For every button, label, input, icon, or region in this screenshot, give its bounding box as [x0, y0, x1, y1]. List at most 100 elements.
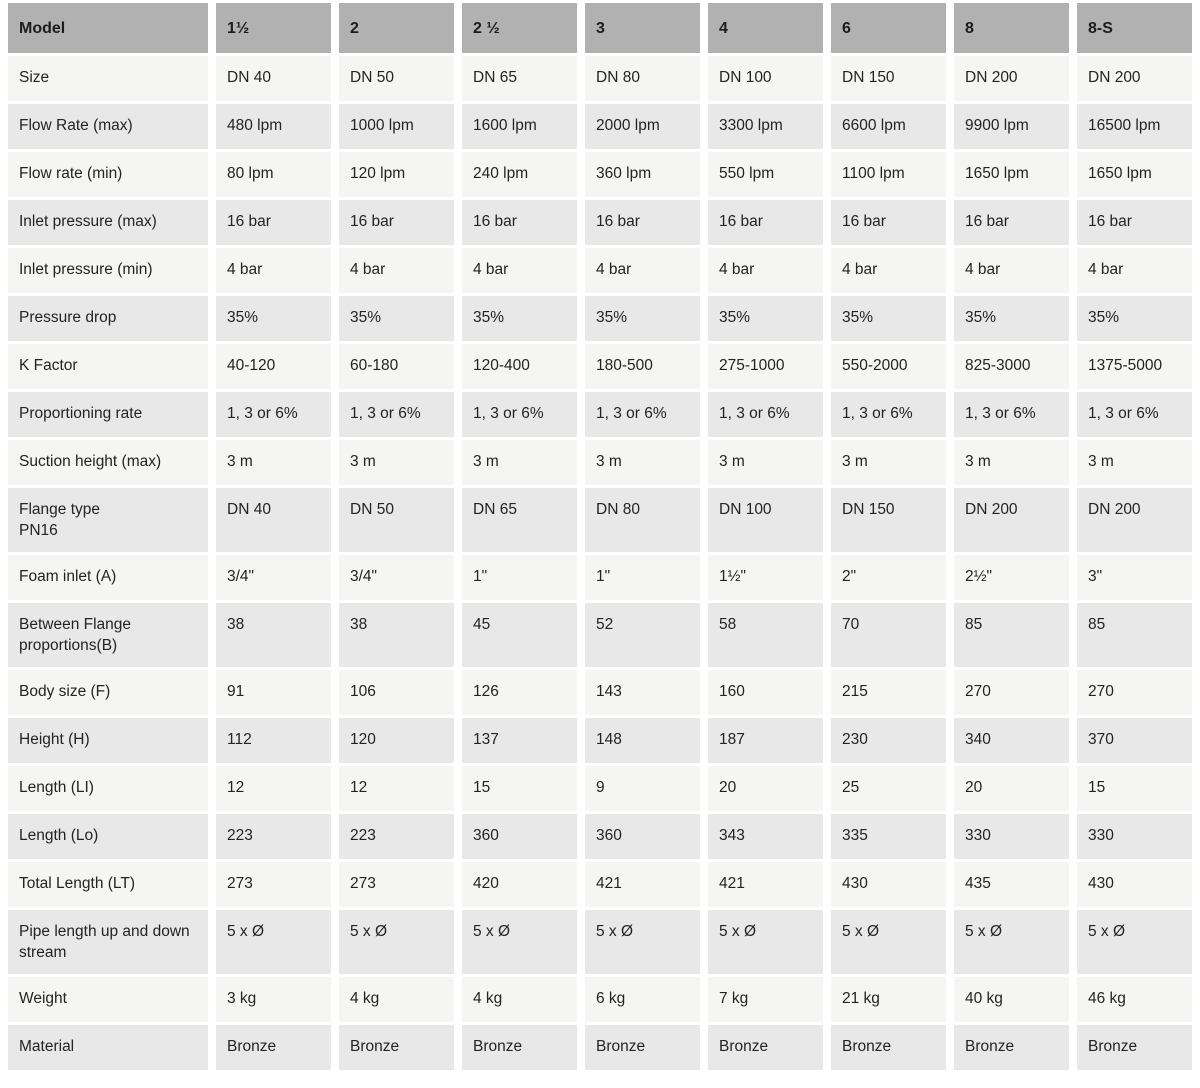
cell: Bronze — [954, 1025, 1069, 1070]
column-header: 3 — [585, 3, 700, 53]
cell: 40 kg — [954, 977, 1069, 1022]
column-header: 1½ — [216, 3, 331, 53]
cell: DN 40 — [216, 488, 331, 552]
cell: 5 x Ø — [585, 910, 700, 974]
cell: 52 — [585, 603, 700, 667]
cell: 4 kg — [462, 977, 577, 1022]
cell: 1, 3 or 6% — [585, 392, 700, 437]
cell: 9 — [585, 766, 700, 811]
cell: 5 x Ø — [954, 910, 1069, 974]
cell: 4 bar — [1077, 248, 1192, 293]
cell: 3 m — [708, 440, 823, 485]
cell: 187 — [708, 718, 823, 763]
cell: 421 — [708, 862, 823, 907]
cell: 16 bar — [462, 200, 577, 245]
cell: 5 x Ø — [708, 910, 823, 974]
cell: 6 kg — [585, 977, 700, 1022]
cell: 16 bar — [708, 200, 823, 245]
cell: 3 m — [831, 440, 946, 485]
cell: 1, 3 or 6% — [462, 392, 577, 437]
table-row: Foam inlet (A) 3/4" 3/4" 1" 1" 1½" 2" 2½" 3" — [8, 555, 1192, 600]
cell: 25 — [831, 766, 946, 811]
cell: 120 lpm — [339, 152, 454, 197]
table-row: K Factor 40-120 60-180 120-400 180-500 275-10… — [8, 344, 1192, 389]
cell: 273 — [216, 862, 331, 907]
table-row: Between Flange proportions(B) 38 38 45 52 58 7… — [8, 603, 1192, 667]
cell: 3 kg — [216, 977, 331, 1022]
cell: 16 bar — [585, 200, 700, 245]
table-row: Body size (F) 91 106 126 143 160 215 270 270 — [8, 670, 1192, 715]
cell: 85 — [1077, 603, 1192, 667]
column-header: 8-S — [1077, 3, 1192, 53]
row-label: Size — [8, 56, 208, 101]
cell: 340 — [954, 718, 1069, 763]
cell: 550 lpm — [708, 152, 823, 197]
table-row: Length (Lo) 223 223 360 360 343 335 330 330 — [8, 814, 1192, 859]
cell: 70 — [831, 603, 946, 667]
cell: 223 — [216, 814, 331, 859]
cell: DN 65 — [462, 56, 577, 101]
cell: 91 — [216, 670, 331, 715]
cell: 12 — [339, 766, 454, 811]
column-header: 4 — [708, 3, 823, 53]
cell: 1" — [585, 555, 700, 600]
cell: 4 bar — [708, 248, 823, 293]
cell: 370 — [1077, 718, 1192, 763]
cell: 825-3000 — [954, 344, 1069, 389]
cell: 20 — [708, 766, 823, 811]
table-row: Size DN 40 DN 50 DN 65 DN 80 DN 100 DN 150 DN 2… — [8, 56, 1192, 101]
header-row: Model 1½ 2 2 ½ 3 4 6 8 8-S — [8, 3, 1192, 53]
row-label: Body size (F) — [8, 670, 208, 715]
table-row: Weight 3 kg 4 kg 4 kg 6 kg 7 kg 21 kg 40 kg 46 k… — [8, 977, 1192, 1022]
table-row: Height (H) 112 120 137 148 187 230 340 370 — [8, 718, 1192, 763]
cell: 420 — [462, 862, 577, 907]
cell: 4 bar — [831, 248, 946, 293]
cell: 230 — [831, 718, 946, 763]
cell: 2" — [831, 555, 946, 600]
cell: 16 bar — [339, 200, 454, 245]
cell: 1100 lpm — [831, 152, 946, 197]
cell: 16 bar — [831, 200, 946, 245]
cell: 3 m — [585, 440, 700, 485]
cell: 5 x Ø — [831, 910, 946, 974]
cell: 360 lpm — [585, 152, 700, 197]
cell: Bronze — [708, 1025, 823, 1070]
cell: Bronze — [339, 1025, 454, 1070]
cell: DN 150 — [831, 56, 946, 101]
cell: 1000 lpm — [339, 104, 454, 149]
cell: 21 kg — [831, 977, 946, 1022]
cell: 58 — [708, 603, 823, 667]
cell: 180-500 — [585, 344, 700, 389]
cell: 126 — [462, 670, 577, 715]
table-row: Flow Rate (max) 480 lpm 1000 lpm 1600 lpm 20… — [8, 104, 1192, 149]
cell: 4 bar — [216, 248, 331, 293]
cell: 3 m — [216, 440, 331, 485]
cell: 330 — [954, 814, 1069, 859]
cell: DN 100 — [708, 56, 823, 101]
cell: 35% — [462, 296, 577, 341]
table-row: Inlet pressure (max) 16 bar 16 bar 16 bar 16… — [8, 200, 1192, 245]
cell: 275-1000 — [708, 344, 823, 389]
row-label: Total Length (LT) — [8, 862, 208, 907]
cell: Bronze — [1077, 1025, 1192, 1070]
cell: 35% — [1077, 296, 1192, 341]
row-label: Flow Rate (max) — [8, 104, 208, 149]
cell: 20 — [954, 766, 1069, 811]
cell: 1½" — [708, 555, 823, 600]
cell: Bronze — [831, 1025, 946, 1070]
column-header: 2 — [339, 3, 454, 53]
cell: DN 100 — [708, 488, 823, 552]
table-header: Model 1½ 2 2 ½ 3 4 6 8 8-S — [8, 3, 1192, 53]
cell: 240 lpm — [462, 152, 577, 197]
cell: 45 — [462, 603, 577, 667]
cell: 7 kg — [708, 977, 823, 1022]
cell: 3" — [1077, 555, 1192, 600]
cell: DN 200 — [954, 488, 1069, 552]
cell: Bronze — [216, 1025, 331, 1070]
cell: 4 bar — [462, 248, 577, 293]
cell: 1600 lpm — [462, 104, 577, 149]
cell: 137 — [462, 718, 577, 763]
cell: 215 — [831, 670, 946, 715]
